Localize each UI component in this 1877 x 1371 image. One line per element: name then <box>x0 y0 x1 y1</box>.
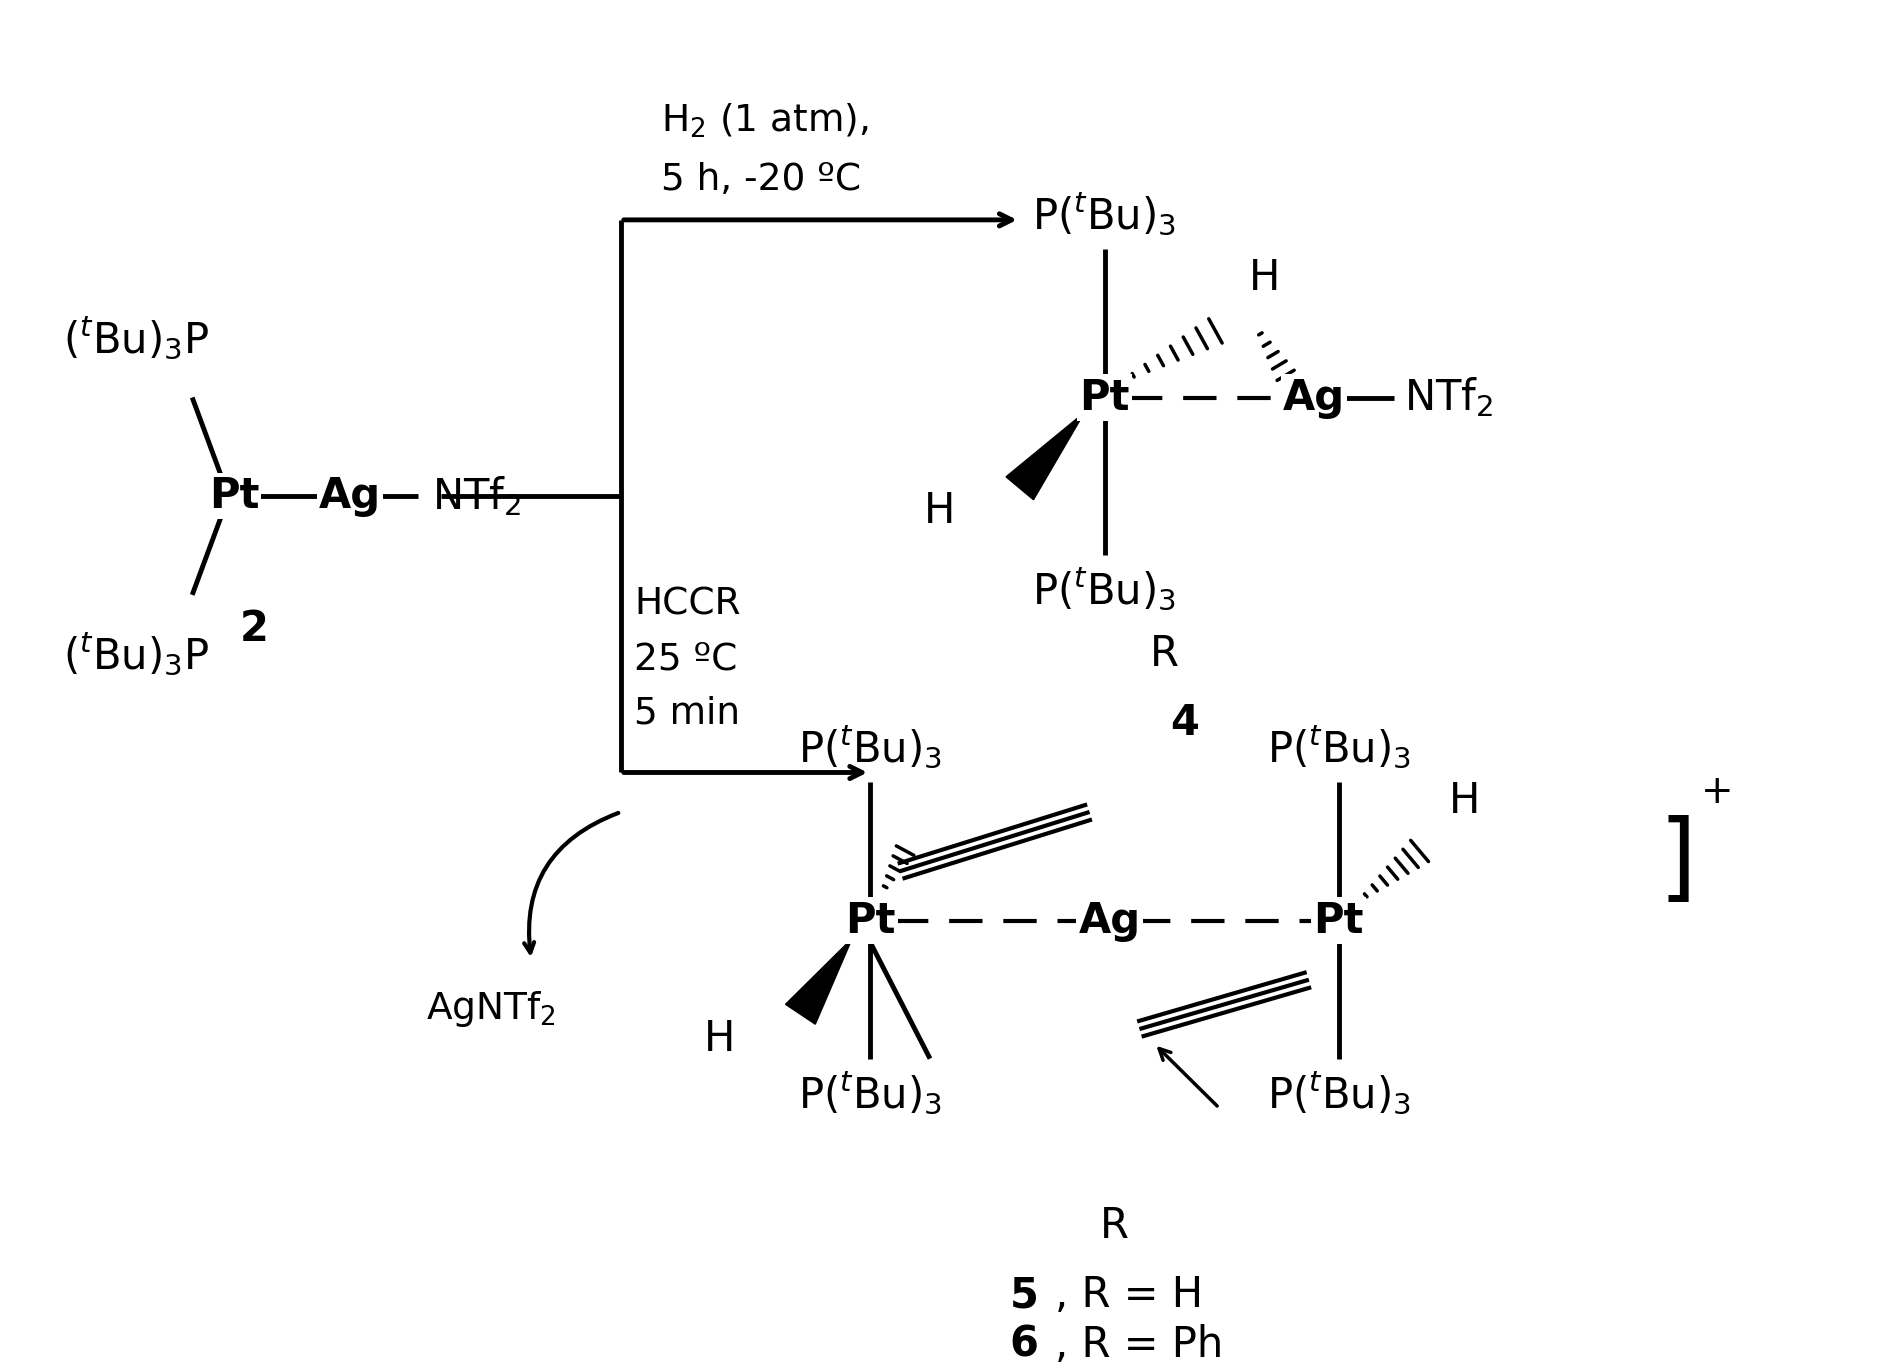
Text: 4: 4 <box>1169 702 1199 744</box>
Text: , R = H: , R = H <box>1055 1275 1203 1316</box>
Text: Pt: Pt <box>1079 377 1130 418</box>
Text: Pt: Pt <box>208 476 259 517</box>
Text: Pt: Pt <box>1314 899 1365 942</box>
Text: H$_2$ (1 atm),: H$_2$ (1 atm), <box>661 101 869 140</box>
Text: R: R <box>1100 1205 1128 1248</box>
Polygon shape <box>1006 413 1085 500</box>
Text: H: H <box>704 1017 736 1060</box>
Text: 5 h, -20 ºC: 5 h, -20 ºC <box>661 162 862 199</box>
Text: NTf$_2$: NTf$_2$ <box>1404 376 1492 420</box>
Text: 2: 2 <box>240 609 268 650</box>
Text: Ag: Ag <box>319 476 381 517</box>
Polygon shape <box>786 938 852 1024</box>
Text: , R = Ph: , R = Ph <box>1055 1324 1224 1366</box>
Text: 5 min: 5 min <box>634 695 740 731</box>
Text: ($^t$Bu)$_3$P: ($^t$Bu)$_3$P <box>62 631 208 677</box>
Text: Pt: Pt <box>845 899 895 942</box>
Text: NTf$_2$: NTf$_2$ <box>432 474 520 518</box>
Text: Ag: Ag <box>1079 899 1141 942</box>
Text: +: + <box>1701 773 1734 812</box>
Text: Ag: Ag <box>1282 377 1346 418</box>
Text: ($^t$Bu)$_3$P: ($^t$Bu)$_3$P <box>62 314 208 362</box>
Text: H: H <box>1248 256 1280 299</box>
Text: 25 ºC: 25 ºC <box>634 642 738 677</box>
Text: R: R <box>1151 633 1179 675</box>
Text: P($^t$Bu)$_3$: P($^t$Bu)$_3$ <box>1267 1069 1412 1117</box>
Text: 5: 5 <box>1010 1275 1038 1316</box>
Text: ]: ] <box>1659 814 1697 908</box>
Text: P($^t$Bu)$_3$: P($^t$Bu)$_3$ <box>1032 192 1177 239</box>
Text: AgNTf$_2$: AgNTf$_2$ <box>426 990 556 1030</box>
Text: 6: 6 <box>1010 1324 1038 1366</box>
Text: H: H <box>923 489 955 532</box>
Text: P($^t$Bu)$_3$: P($^t$Bu)$_3$ <box>1267 724 1412 772</box>
Text: H: H <box>1449 780 1479 821</box>
Text: HCCR: HCCR <box>634 587 741 622</box>
Text: P($^t$Bu)$_3$: P($^t$Bu)$_3$ <box>798 724 942 772</box>
Text: P($^t$Bu)$_3$: P($^t$Bu)$_3$ <box>1032 566 1177 614</box>
Text: P($^t$Bu)$_3$: P($^t$Bu)$_3$ <box>798 1069 942 1117</box>
